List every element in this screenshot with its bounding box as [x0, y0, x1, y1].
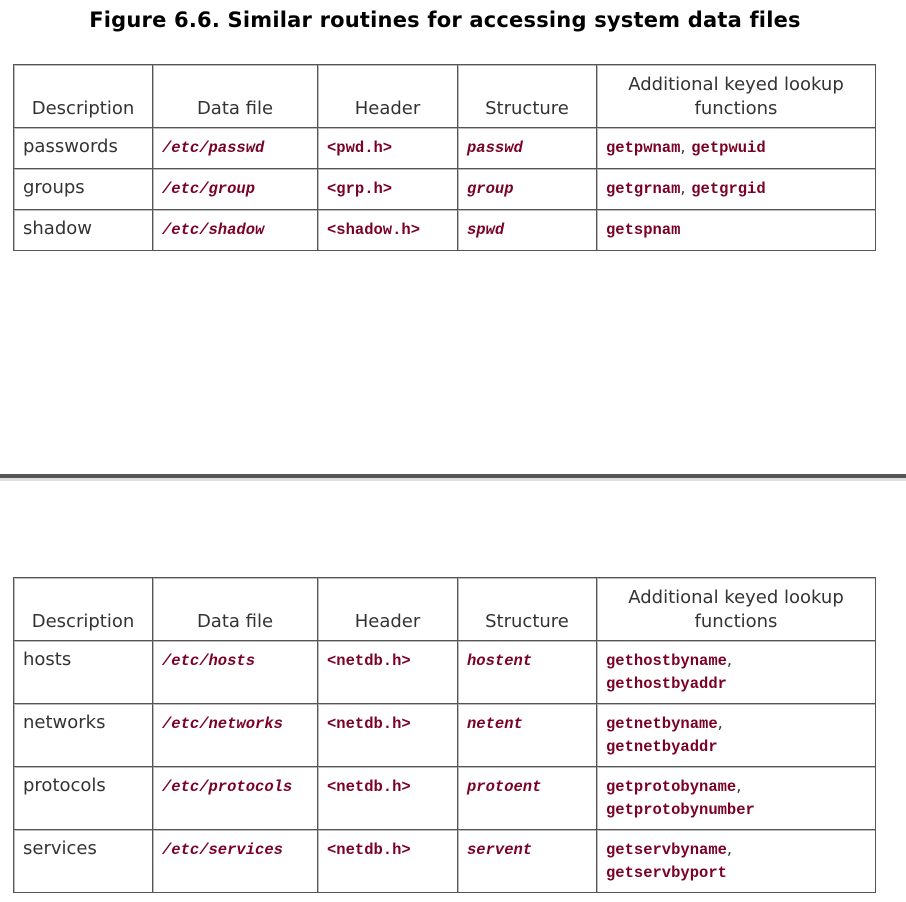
figure-title: Figure 6.6. Similar routines for accessi…: [89, 8, 801, 32]
function-name: gethostbyname: [606, 652, 727, 670]
header-header: Header: [318, 65, 458, 128]
function-name: getservbyport: [606, 864, 727, 882]
separator: ,: [726, 650, 733, 669]
table-header-row: Description Data file Header Structure A…: [14, 578, 876, 641]
cell-header: <pwd.h>: [327, 139, 393, 157]
cell-lookup-functions: getspnam: [597, 210, 876, 251]
cell-data-file: /etc/protocols: [162, 778, 293, 796]
header-structure: Structure: [458, 578, 597, 641]
cell-structure: passwd: [467, 139, 523, 157]
function-name: getgrnam: [606, 180, 681, 198]
separator: ,: [736, 776, 742, 795]
table-row: protocols /etc/protocols <netdb.h> proto…: [14, 767, 876, 830]
header-description: Description: [14, 578, 153, 641]
cell-structure: hostent: [467, 652, 533, 670]
page-divider-shadow: [0, 478, 906, 481]
table-row: services /etc/services <netdb.h> servent…: [14, 830, 876, 893]
cell-description: networks: [14, 704, 153, 767]
header-data-file: Data file: [153, 578, 318, 641]
cell-header: <netdb.h>: [327, 652, 411, 670]
cell-description: shadow: [14, 210, 153, 251]
function-name: getnetbyaddr: [606, 738, 718, 756]
cell-structure: group: [467, 180, 514, 198]
cell-data-file: /etc/services: [162, 841, 283, 859]
table-row: networks /etc/networks <netdb.h> netent …: [14, 704, 876, 767]
cell-description: protocols: [14, 767, 153, 830]
function-name: getprotobyname: [606, 778, 737, 796]
cell-description: passwords: [14, 128, 153, 169]
cell-header: <netdb.h>: [327, 715, 411, 733]
cell-description: services: [14, 830, 153, 893]
cell-data-file: /etc/passwd: [162, 139, 265, 157]
cell-lookup-functions: getnetbyname, getnetbyaddr: [597, 704, 876, 767]
cell-lookup-functions: getprotobyname, getprotobynumber: [597, 767, 876, 830]
separator: ,: [726, 839, 733, 858]
separator: ,: [680, 137, 686, 156]
cell-lookup-functions: getpwnam, getpwuid: [597, 128, 876, 169]
cell-data-file: /etc/networks: [162, 715, 283, 733]
cell-header: <netdb.h>: [327, 778, 411, 796]
cell-lookup-functions: getservbyname, getservbyport: [597, 830, 876, 893]
function-name: getprotobynumber: [606, 801, 755, 819]
cell-description: groups: [14, 169, 153, 210]
page-divider: [0, 474, 906, 478]
cell-lookup-functions: getgrnam, getgrgid: [597, 169, 876, 210]
function-name: getspnam: [606, 221, 681, 239]
function-name: getpwnam: [606, 139, 681, 157]
header-structure: Structure: [458, 65, 597, 128]
function-name: getnetbyname: [606, 715, 718, 733]
separator: ,: [680, 178, 686, 197]
cell-structure: spwd: [467, 221, 505, 239]
table-header-row: Description Data file Header Structure A…: [14, 65, 876, 128]
separator: ,: [717, 713, 723, 732]
table-row: groups /etc/group <grp.h> group getgrnam…: [14, 169, 876, 210]
function-name: getpwuid: [691, 139, 766, 157]
table-row: passwords /etc/passwd <pwd.h> passwd get…: [14, 128, 876, 169]
table-row: shadow /etc/shadow <shadow.h> spwd getsp…: [14, 210, 876, 251]
header-lookup-functions: Additional keyed lookup functions: [597, 65, 876, 128]
system-files-table-1: Description Data file Header Structure A…: [13, 64, 876, 251]
function-name: getgrgid: [691, 180, 766, 198]
cell-header: <netdb.h>: [327, 841, 411, 859]
table-row: hosts /etc/hosts <netdb.h> hostent getho…: [14, 641, 876, 704]
cell-lookup-functions: gethostbyname, gethostbyaddr: [597, 641, 876, 704]
function-name: getservbyname: [606, 841, 727, 859]
cell-header: <grp.h>: [327, 180, 393, 198]
cell-data-file: /etc/hosts: [162, 652, 256, 670]
cell-data-file: /etc/group: [162, 180, 256, 198]
header-header: Header: [318, 578, 458, 641]
function-name: gethostbyaddr: [606, 675, 727, 693]
header-data-file: Data file: [153, 65, 318, 128]
cell-data-file: /etc/shadow: [162, 221, 265, 239]
cell-structure: servent: [467, 841, 533, 859]
header-lookup-functions: Additional keyed lookup functions: [597, 578, 876, 641]
cell-structure: netent: [467, 715, 523, 733]
header-description: Description: [14, 65, 153, 128]
system-files-table-2: Description Data file Header Structure A…: [13, 577, 876, 893]
cell-structure: protoent: [467, 778, 542, 796]
cell-header: <shadow.h>: [327, 221, 421, 239]
cell-description: hosts: [14, 641, 153, 704]
